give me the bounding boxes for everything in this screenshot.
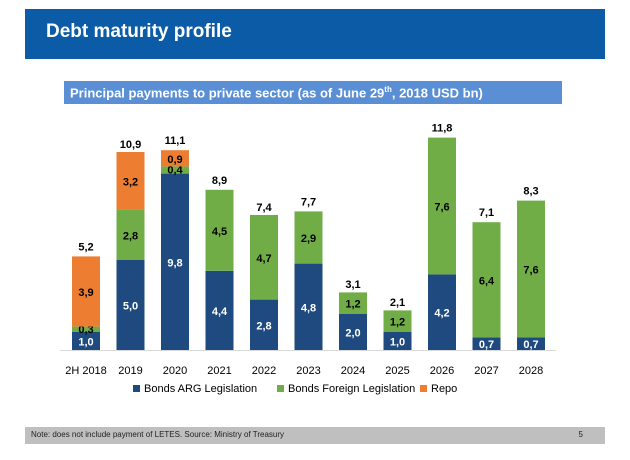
data-label: 0,3: [78, 324, 93, 336]
x-tick-label: 2019: [118, 365, 142, 377]
bar-segment-bonds-arg-legislation: [116, 260, 145, 350]
bar-segment-bonds-arg-legislation: [294, 263, 323, 350]
total-label: 2,1: [390, 297, 405, 309]
bar-segment-bonds-foreign-legislation: [517, 200, 545, 338]
data-label: 4,4: [212, 306, 228, 318]
data-label: 2,0: [345, 328, 360, 340]
legend-label: Bonds ARG Legislation: [144, 383, 257, 395]
data-label: 7,6: [523, 265, 538, 277]
x-tick-label: 2028: [519, 365, 543, 377]
total-label: 7,1: [479, 207, 494, 219]
chart-subtitle: Principal payments to private sector (as…: [70, 85, 483, 100]
total-label: 7,4: [256, 202, 272, 214]
legend-swatch: [133, 385, 140, 392]
data-label: 2,9: [301, 233, 316, 245]
bar-segment-bonds-foreign-legislation: [116, 209, 145, 260]
x-tick-label: 2023: [296, 365, 320, 377]
data-label: 4,7: [256, 253, 271, 265]
page-number: 5: [578, 430, 583, 439]
bar-segment-bonds-foreign-legislation: [383, 310, 412, 332]
data-label: 1,2: [345, 299, 360, 311]
bar-segment-bonds-arg-legislation: [250, 299, 278, 350]
total-label: 3,1: [345, 279, 360, 291]
x-tick-label: 2020: [163, 365, 187, 377]
bar-segment-bonds-arg-legislation: [472, 337, 501, 350]
total-label: 7,7: [301, 196, 316, 208]
bar-segment-repo: [161, 150, 189, 167]
total-label: 5,2: [78, 241, 93, 253]
legend-swatch: [277, 385, 284, 392]
total-label: 11,8: [432, 123, 453, 135]
bar-segment-bonds-foreign-legislation: [205, 189, 234, 271]
x-tick-label: 2021: [207, 365, 231, 377]
bar-segment-bonds-arg-legislation: [339, 314, 367, 350]
data-label: 1,0: [390, 337, 405, 349]
footer-note: Note: does not include payment of LETES.…: [31, 430, 285, 439]
total-label: 11,1: [165, 135, 186, 147]
bar-segment-repo: [72, 256, 100, 327]
data-label: 5,0: [123, 301, 138, 313]
slide-title: Debt maturity profile: [46, 21, 232, 42]
data-label: 4,2: [434, 308, 449, 320]
data-label: 3,2: [123, 176, 138, 188]
total-label: 8,9: [212, 175, 227, 187]
legend-label: Repo: [431, 383, 457, 395]
bar-segment-bonds-foreign-legislation: [472, 222, 501, 338]
data-label: 0,7: [523, 339, 538, 351]
legend-label: Bonds Foreign Legislation: [288, 383, 415, 395]
subtitle-text-end: , 2018 USD bn): [391, 85, 483, 101]
bar-segment-bonds-foreign-legislation: [72, 326, 100, 332]
x-tick-label: 2024: [341, 365, 365, 377]
bar-segment-bonds-foreign-legislation: [161, 166, 189, 174]
subtitle-text-main: Principal payments to private sector (as…: [70, 85, 385, 101]
data-label: 2,8: [256, 320, 271, 332]
x-tick-label: 2027: [474, 365, 498, 377]
subtitle-superscript: th: [384, 85, 392, 94]
slide-header: Debt maturity profile: [25, 9, 605, 59]
data-label: 1,2: [390, 317, 405, 329]
total-label: 8,3: [523, 186, 538, 198]
x-tick-label: 2025: [385, 365, 409, 377]
data-label: 3,9: [78, 287, 93, 299]
data-label: 6,4: [479, 275, 495, 287]
bar-segment-bonds-arg-legislation: [72, 332, 100, 350]
bar-segment-bonds-arg-legislation: [428, 274, 456, 350]
x-tick-label: 2022: [252, 365, 276, 377]
chart-subtitle-bar: Principal payments to private sector (as…: [64, 81, 562, 104]
bar-segment-bonds-foreign-legislation: [339, 292, 367, 314]
total-label: 10,9: [120, 139, 141, 151]
legend-swatch: [420, 385, 427, 392]
bar-segment-bonds-arg-legislation: [383, 332, 412, 350]
data-label: 9,8: [167, 257, 182, 269]
bar-segment-bonds-arg-legislation: [161, 173, 189, 350]
data-label: 4,8: [301, 302, 316, 314]
x-tick-label: 2026: [430, 365, 454, 377]
footer-bar: Note: does not include payment of LETES.…: [25, 427, 605, 444]
data-label: 0,4: [167, 165, 183, 177]
bar-segment-bonds-foreign-legislation: [250, 215, 278, 300]
bar-segment-bonds-arg-legislation: [517, 337, 545, 350]
data-label: 1,0: [78, 337, 93, 349]
bar-segment-bonds-arg-legislation: [205, 270, 234, 350]
x-tick-label: 2H 2018: [65, 365, 107, 377]
bar-segment-bonds-foreign-legislation: [428, 137, 456, 275]
data-label: 4,5: [212, 226, 227, 238]
data-label: 0,7: [479, 339, 494, 351]
data-label: 0,9: [167, 154, 182, 166]
bar-segment-bonds-foreign-legislation: [294, 211, 323, 264]
bar-segment-repo: [116, 152, 145, 210]
data-label: 2,8: [123, 230, 138, 242]
data-label: 7,6: [434, 202, 449, 214]
